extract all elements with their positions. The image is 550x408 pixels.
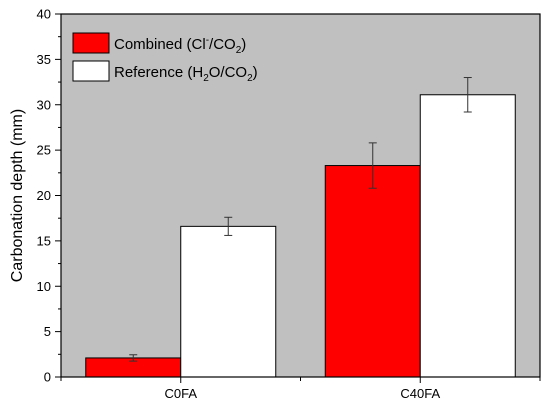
- error-bar-c0fa-series-2: [224, 216, 233, 236]
- y-tick-label-35: 35: [37, 52, 51, 67]
- bar-c40fa-series-1: [324, 165, 421, 378]
- y-tick-label-20: 20: [37, 188, 51, 203]
- legend-label-2: Reference (H2O/CO2): [114, 64, 258, 84]
- x-tick-label-c40fa: C40FA: [400, 386, 440, 401]
- y-tick-label-40: 40: [37, 7, 51, 22]
- error-bar-c0fa-series-1: [129, 354, 138, 362]
- y-tick-label-15: 15: [37, 233, 51, 248]
- y-tick-label-10: 10: [37, 279, 51, 294]
- y-tick-label-25: 25: [37, 143, 51, 158]
- bar-c40fa-series-2: [419, 94, 516, 378]
- legend: Combined (Cl-/CO2) Reference (H2O/CO2): [72, 32, 258, 84]
- y-tick-label-5: 5: [44, 324, 51, 339]
- y-tick-label-0: 0: [44, 370, 51, 385]
- error-bars-group: [129, 77, 472, 362]
- error-bar-c40fa-series-2: [463, 77, 472, 113]
- legend-swatch-1: [72, 32, 110, 54]
- ticks-group: 0 5 10 15 20 25 30 35 40 C0FA C40FA: [37, 7, 541, 401]
- bars-group: [85, 94, 516, 378]
- legend-item-1: Combined (Cl-/CO2): [72, 32, 246, 56]
- legend-label-1: Combined (Cl-/CO2): [114, 35, 246, 56]
- bar-c0fa-series-2: [180, 225, 277, 378]
- legend-item-2: Reference (H2O/CO2): [72, 60, 258, 84]
- x-tick-label-c0fa: C0FA: [164, 386, 197, 401]
- error-bar-c40fa-series-1: [368, 142, 377, 189]
- y-axis-title: Carbonation depth (mm): [9, 109, 26, 282]
- y-tick-label-30: 30: [37, 97, 51, 112]
- legend-swatch-2: [72, 60, 110, 82]
